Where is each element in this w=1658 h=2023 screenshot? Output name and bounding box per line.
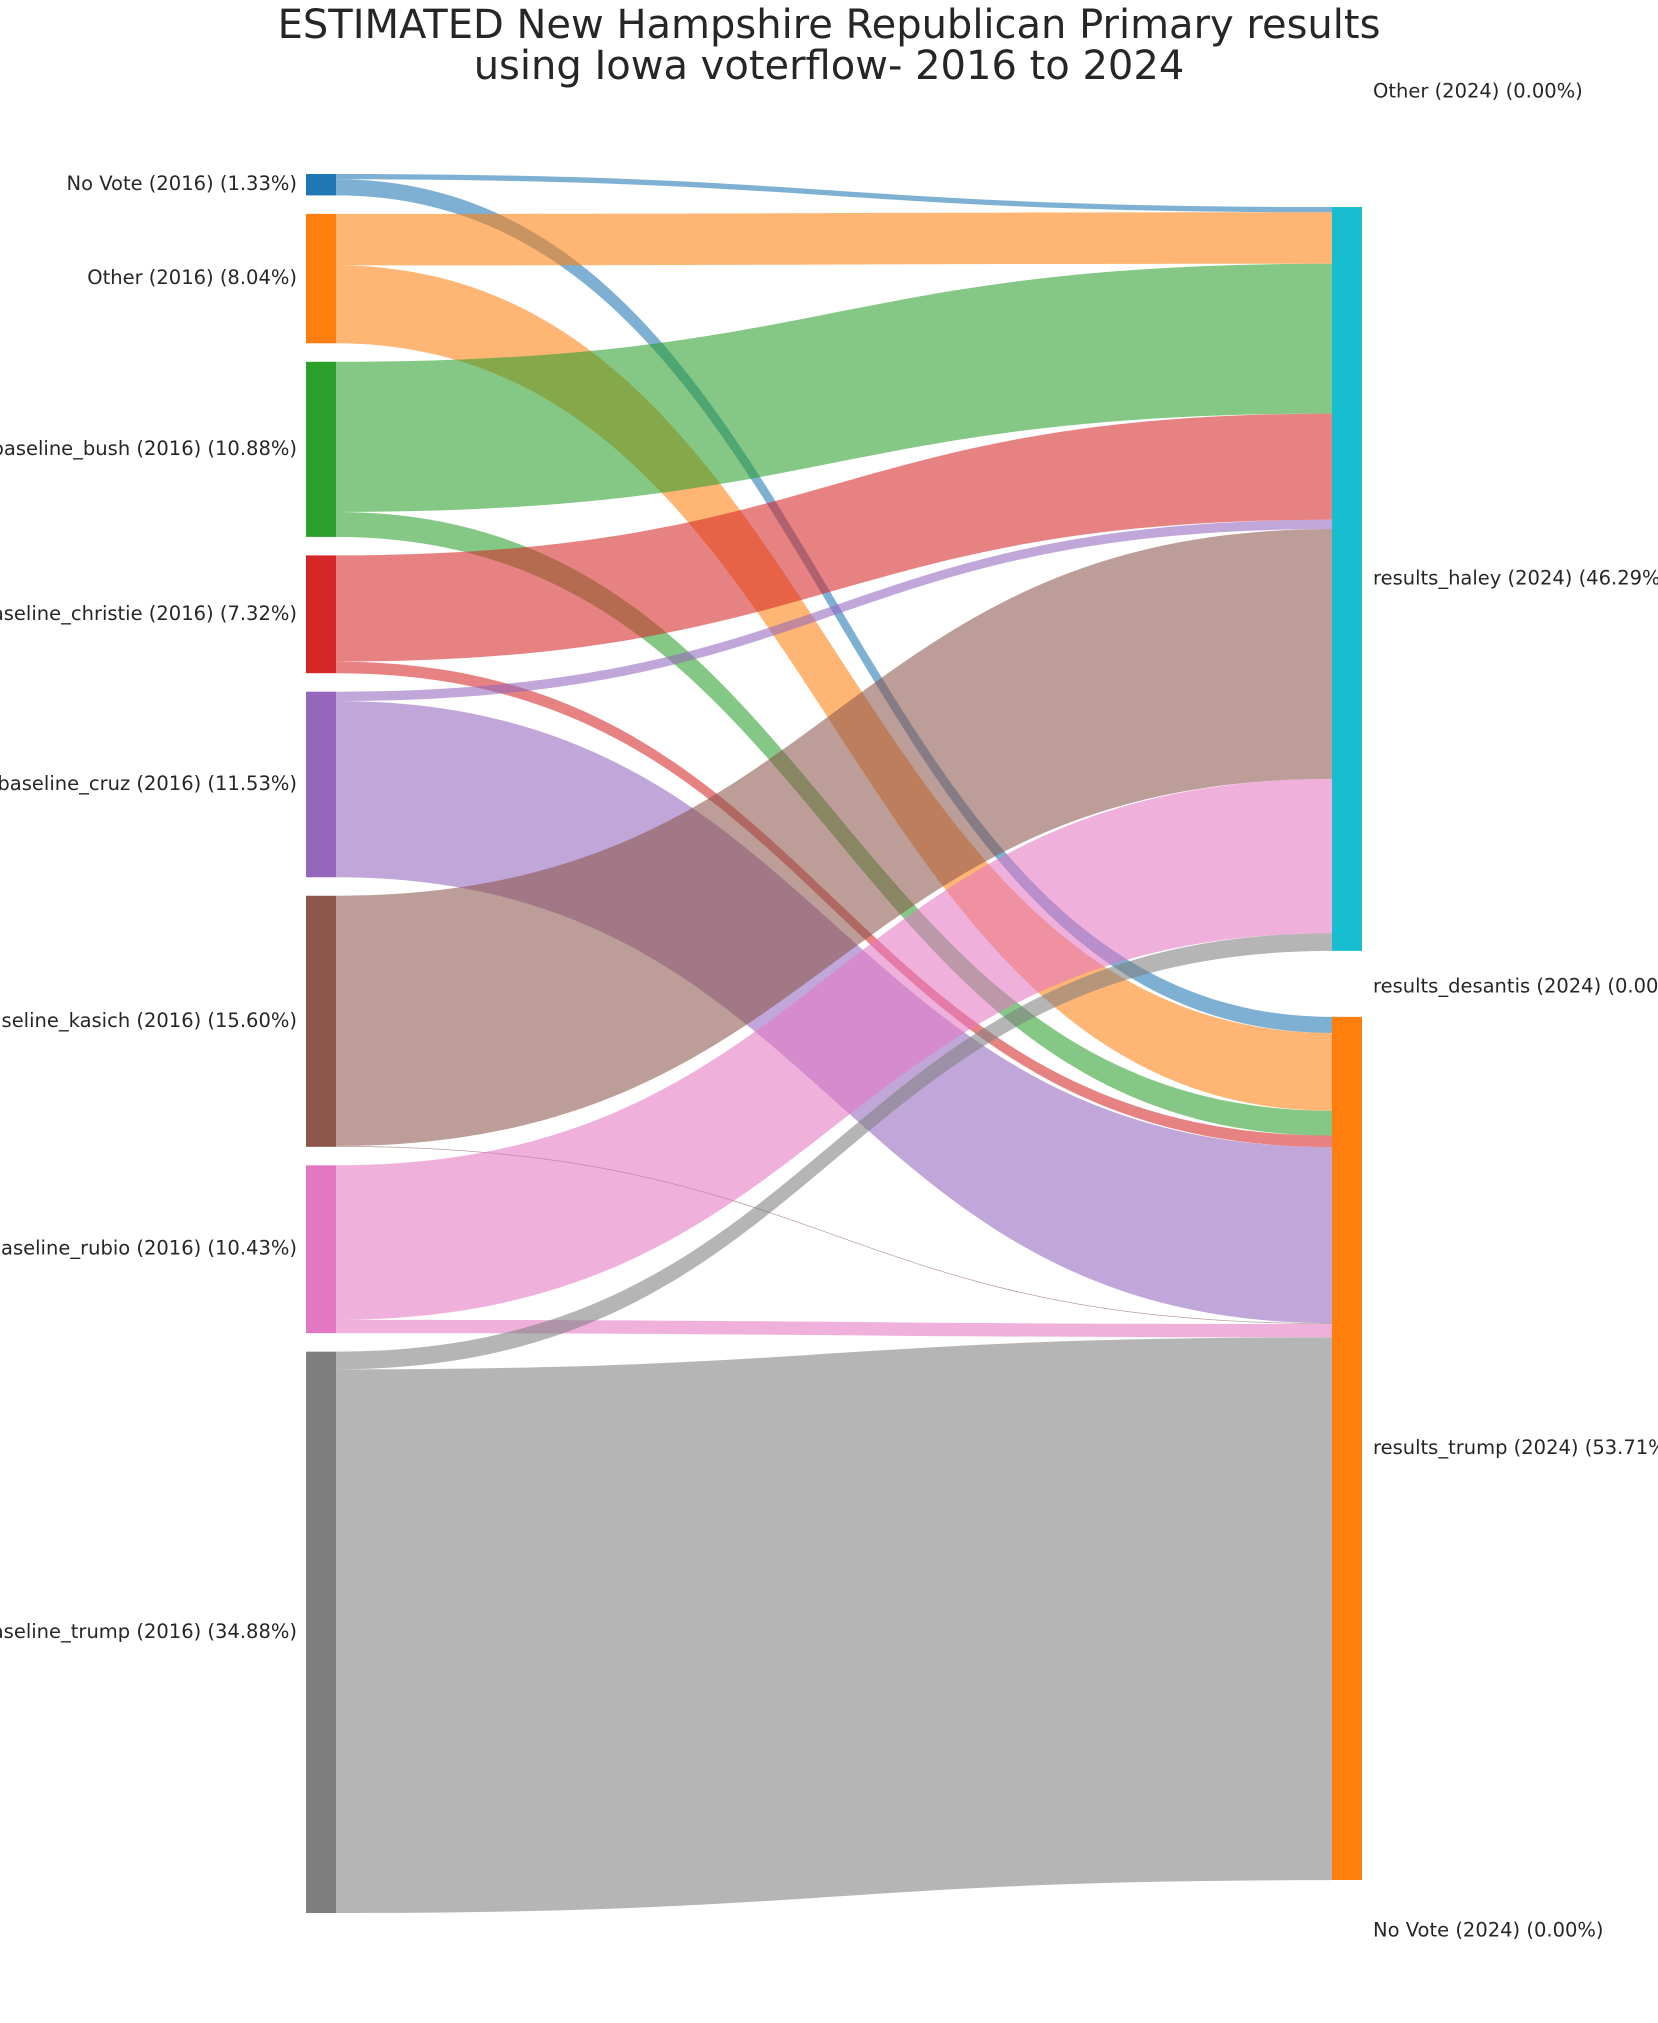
flow-baseline-cruz-2016-to-results-haley-2024 bbox=[336, 519, 1332, 702]
label-results-desantis-2024: results_desantis (2024) (0.00%) bbox=[1373, 974, 1658, 997]
flow-baseline-kasich-2016-to-results-trump-2024 bbox=[336, 1146, 1332, 1324]
flow-baseline-bush-2016-to-results-haley-2024 bbox=[336, 263, 1332, 512]
label-baseline-christie-2016: baseline_christie (2016) (7.32%) bbox=[0, 602, 297, 625]
chart-title-line-1: ESTIMATED New Hampshire Republican Prima… bbox=[278, 2, 1381, 48]
node-results-trump-2024 bbox=[1332, 1016, 1362, 1880]
node-other-2016 bbox=[306, 213, 336, 344]
chart-title: ESTIMATED New Hampshire Republican Prima… bbox=[278, 2, 1381, 89]
flow-baseline-rubio-2016-to-results-haley-2024 bbox=[336, 778, 1332, 1320]
node-baseline-cruz-2016 bbox=[306, 691, 336, 878]
label-other-2024: Other (2024) (0.00%) bbox=[1373, 80, 1583, 103]
node-labels: No Vote (2016) (1.33%) Other (2016) (8.04… bbox=[0, 80, 1658, 1942]
node-baseline-bush-2016 bbox=[306, 361, 336, 537]
label-no-vote-2024: No Vote (2024) (0.00%) bbox=[1373, 1919, 1604, 1942]
flow-baseline-trump-2016-to-results-trump-2024 bbox=[336, 1337, 1332, 1913]
label-baseline-cruz-2016: baseline_cruz (2016) (11.53%) bbox=[0, 772, 297, 795]
flow-links bbox=[336, 174, 1332, 1913]
flow-baseline-kasich-2016-to-results-haley-2024 bbox=[336, 529, 1332, 1147]
label-results-haley-2024: results_haley (2024) (46.29%) bbox=[1373, 566, 1658, 589]
label-no-vote-2016: No Vote (2016) (1.33%) bbox=[66, 172, 297, 195]
flow-baseline-christie-2016-to-results-haley-2024 bbox=[336, 413, 1332, 662]
chart-title-line-2: using Iowa voterflow- 2016 to 2024 bbox=[474, 43, 1185, 89]
label-baseline-bush-2016: baseline_bush (2016) (10.88%) bbox=[0, 437, 297, 460]
flow-no-vote-2016-to-results-haley-2024 bbox=[336, 174, 1332, 213]
node-no-vote-2016 bbox=[306, 174, 336, 196]
flow-baseline-rubio-2016-to-results-trump-2024 bbox=[336, 1319, 1332, 1338]
node-results-haley-2024 bbox=[1332, 207, 1362, 951]
label-baseline-trump-2016: baseline_trump (2016) (34.88%) bbox=[0, 1620, 297, 1643]
node-baseline-trump-2016 bbox=[306, 1351, 336, 1913]
label-other-2016: Other (2016) (8.04%) bbox=[87, 266, 297, 289]
flow-other-2016-to-results-trump-2024 bbox=[336, 265, 1332, 1111]
flow-other-2016-to-results-haley-2024 bbox=[336, 212, 1332, 266]
nodes bbox=[306, 174, 1362, 1913]
node-baseline-kasich-2016 bbox=[306, 895, 336, 1147]
label-baseline-rubio-2016: baseline_rubio (2016) (10.43%) bbox=[0, 1237, 297, 1260]
flow-baseline-trump-2016-to-results-haley-2024 bbox=[336, 933, 1332, 1370]
node-baseline-rubio-2016 bbox=[306, 1165, 336, 1334]
label-baseline-kasich-2016: baseline_kasich (2016) (15.60%) bbox=[0, 1009, 297, 1032]
node-baseline-christie-2016 bbox=[306, 555, 336, 674]
label-results-trump-2024: results_trump (2024) (53.71%) bbox=[1373, 1436, 1658, 1459]
